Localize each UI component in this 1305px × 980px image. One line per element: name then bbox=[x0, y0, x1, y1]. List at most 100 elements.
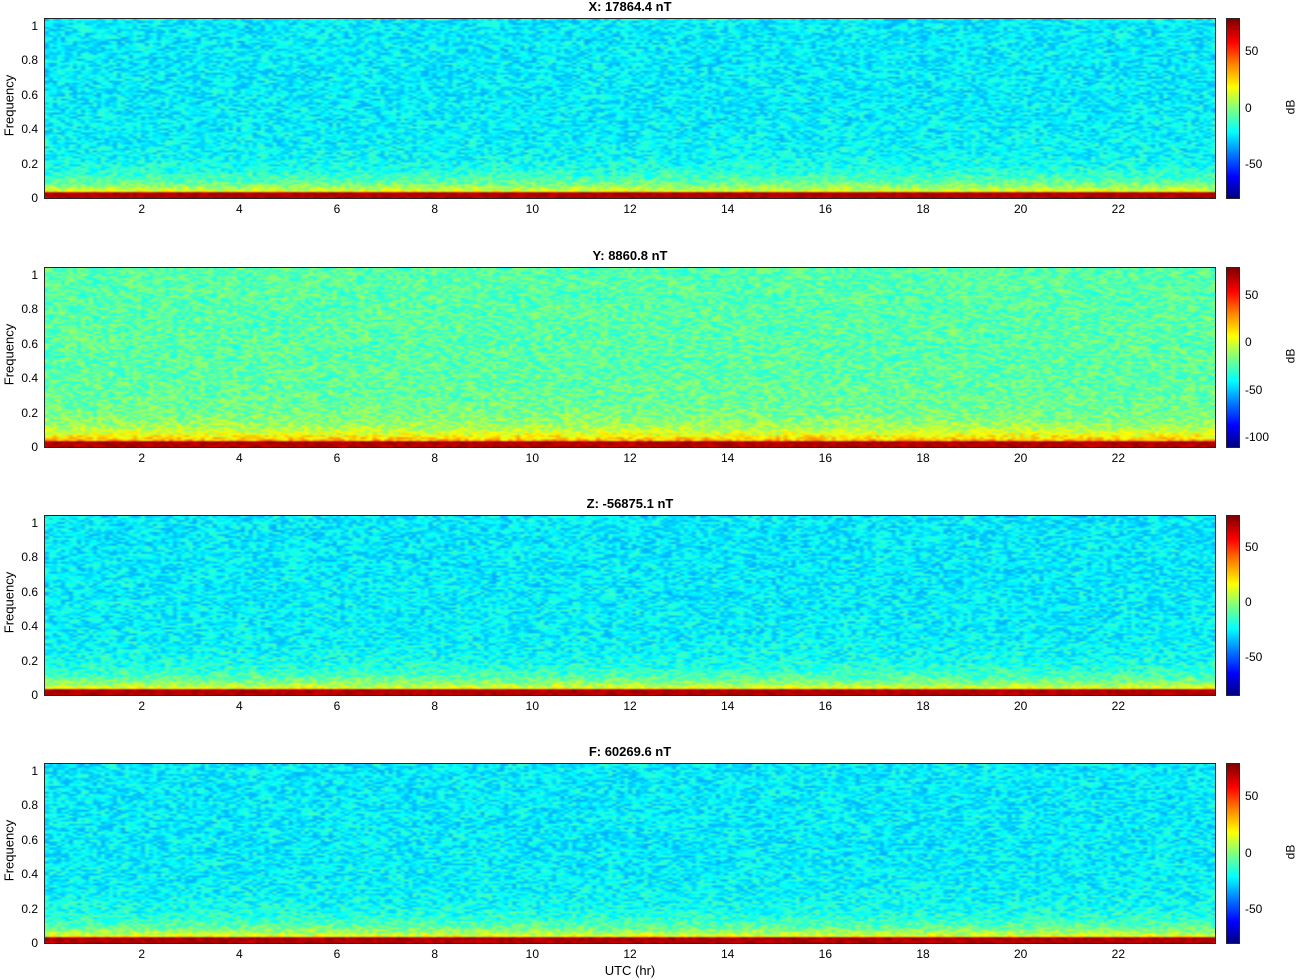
x-tick-label: 8 bbox=[431, 947, 438, 961]
y-axis-label: Frequency bbox=[1, 571, 17, 634]
spectrogram-plot bbox=[44, 763, 1216, 944]
colorbar-tick-label: 50 bbox=[1245, 43, 1259, 58]
x-tick-label: 22 bbox=[1111, 202, 1125, 216]
x-tick-label: 4 bbox=[235, 699, 243, 713]
x-tick-label: 8 bbox=[431, 451, 438, 465]
colorbar-label: dB bbox=[1283, 99, 1298, 115]
colorbar bbox=[1226, 763, 1240, 944]
colorbar-label: dB bbox=[1283, 844, 1298, 860]
colorbar-label: dB bbox=[1283, 348, 1298, 364]
y-tick-label: 0.6 bbox=[21, 87, 38, 102]
colorbar bbox=[1226, 18, 1240, 199]
x-axis-label: UTC (hr) bbox=[604, 963, 656, 978]
x-tick-label: 14 bbox=[720, 699, 735, 713]
colorbar-tick-label: 0 bbox=[1245, 594, 1252, 609]
y-tick-label: 0.6 bbox=[21, 336, 38, 351]
y-tick-label: 0.8 bbox=[21, 798, 38, 813]
x-tick-label: 14 bbox=[720, 202, 735, 216]
y-tick-label: 1 bbox=[31, 18, 38, 33]
x-tick-label: 6 bbox=[333, 451, 341, 465]
x-tick-label: 2 bbox=[138, 947, 145, 961]
x-tick-label: 4 bbox=[235, 202, 243, 216]
x-tick-label: 6 bbox=[333, 947, 341, 961]
y-tick-label: 0.6 bbox=[21, 584, 38, 599]
y-tick-label: 1 bbox=[31, 267, 38, 282]
y-tick-label: 0.8 bbox=[21, 302, 38, 317]
x-tick-label: 2 bbox=[138, 202, 145, 216]
x-tick-label: 10 bbox=[525, 699, 539, 713]
x-tick-label: 6 bbox=[333, 202, 341, 216]
y-tick-label: 0.2 bbox=[21, 405, 38, 420]
x-tick-label: 18 bbox=[916, 699, 930, 713]
x-tick-label: 22 bbox=[1111, 451, 1125, 465]
x-tick-label: 6 bbox=[333, 699, 341, 713]
spectrogram-image bbox=[45, 764, 1215, 943]
y-tick-label: 0.2 bbox=[21, 901, 38, 916]
colorbar-tick-label: 50 bbox=[1245, 539, 1259, 554]
x-tick-label: 4 bbox=[235, 947, 243, 961]
x-tick-label: 16 bbox=[818, 947, 832, 961]
colorbar-tick-label: 50 bbox=[1245, 788, 1259, 803]
y-tick-label: 0.6 bbox=[21, 832, 38, 847]
colorbar-tick-label: 50 bbox=[1245, 287, 1259, 302]
x-tick-label: 20 bbox=[1013, 699, 1028, 713]
colorbar-tick-label: -50 bbox=[1245, 649, 1263, 664]
x-tick-label: 12 bbox=[623, 947, 637, 961]
x-tick-label: 2 bbox=[138, 699, 145, 713]
y-tick-label: 0 bbox=[31, 191, 38, 205]
x-tick-label: 10 bbox=[525, 202, 539, 216]
y-axis-label: Frequency bbox=[1, 74, 17, 137]
y-tick-label: 0 bbox=[31, 440, 38, 454]
y-tick-label: 0.8 bbox=[21, 53, 38, 68]
x-tick-label: 8 bbox=[431, 202, 438, 216]
x-tick-label: 18 bbox=[916, 202, 930, 216]
colorbar-tick-label: -50 bbox=[1245, 157, 1263, 172]
panel-title: F: 60269.6 nT bbox=[588, 744, 672, 759]
colorbar-tick-label: 0 bbox=[1245, 100, 1252, 115]
y-tick-label: 0.4 bbox=[21, 371, 38, 386]
x-tick-label: 14 bbox=[720, 947, 735, 961]
x-tick-label: 16 bbox=[818, 451, 832, 465]
spectrogram-image bbox=[45, 516, 1215, 695]
y-tick-label: 1 bbox=[31, 515, 38, 530]
x-tick-label: 12 bbox=[623, 451, 637, 465]
spectrogram-plot bbox=[44, 18, 1216, 199]
x-tick-label: 20 bbox=[1013, 451, 1028, 465]
colorbar-tick-label: 0 bbox=[1245, 845, 1252, 860]
colorbar-tick-label: 0 bbox=[1245, 335, 1252, 350]
spectrogram-image bbox=[45, 19, 1215, 198]
x-tick-label: 14 bbox=[720, 451, 735, 465]
x-tick-label: 20 bbox=[1013, 202, 1028, 216]
y-tick-label: 0.2 bbox=[21, 653, 38, 668]
panel-title: Z: -56875.1 nT bbox=[586, 496, 674, 511]
y-axis-label: Frequency bbox=[1, 323, 17, 386]
panel-title: Y: 8860.8 nT bbox=[592, 248, 668, 263]
x-tick-label: 18 bbox=[916, 451, 930, 465]
x-tick-label: 10 bbox=[525, 451, 539, 465]
y-tick-label: 0 bbox=[31, 936, 38, 950]
colorbar-tick-label: -100 bbox=[1245, 430, 1270, 445]
spectrogram-image bbox=[45, 268, 1215, 447]
y-tick-label: 1 bbox=[31, 763, 38, 778]
colorbar bbox=[1226, 515, 1240, 696]
x-tick-label: 10 bbox=[525, 947, 539, 961]
y-tick-label: 0 bbox=[31, 688, 38, 702]
panel-title: X: 17864.4 nT bbox=[588, 0, 672, 14]
y-tick-label: 0.4 bbox=[21, 122, 38, 137]
x-tick-label: 16 bbox=[818, 699, 832, 713]
x-tick-label: 8 bbox=[431, 699, 438, 713]
x-tick-label: 4 bbox=[235, 451, 243, 465]
x-tick-label: 12 bbox=[623, 699, 637, 713]
x-tick-label: 22 bbox=[1111, 699, 1125, 713]
y-tick-label: 0.2 bbox=[21, 156, 38, 171]
colorbar-tick-label: -50 bbox=[1245, 382, 1263, 397]
y-tick-label: 0.8 bbox=[21, 550, 38, 565]
x-tick-label: 2 bbox=[138, 451, 145, 465]
x-tick-label: 20 bbox=[1013, 947, 1028, 961]
colorbar bbox=[1226, 267, 1240, 448]
spectrogram-plot bbox=[44, 515, 1216, 696]
x-tick-label: 22 bbox=[1111, 947, 1125, 961]
colorbar-tick-label: -50 bbox=[1245, 902, 1263, 917]
y-tick-label: 0.4 bbox=[21, 867, 38, 882]
